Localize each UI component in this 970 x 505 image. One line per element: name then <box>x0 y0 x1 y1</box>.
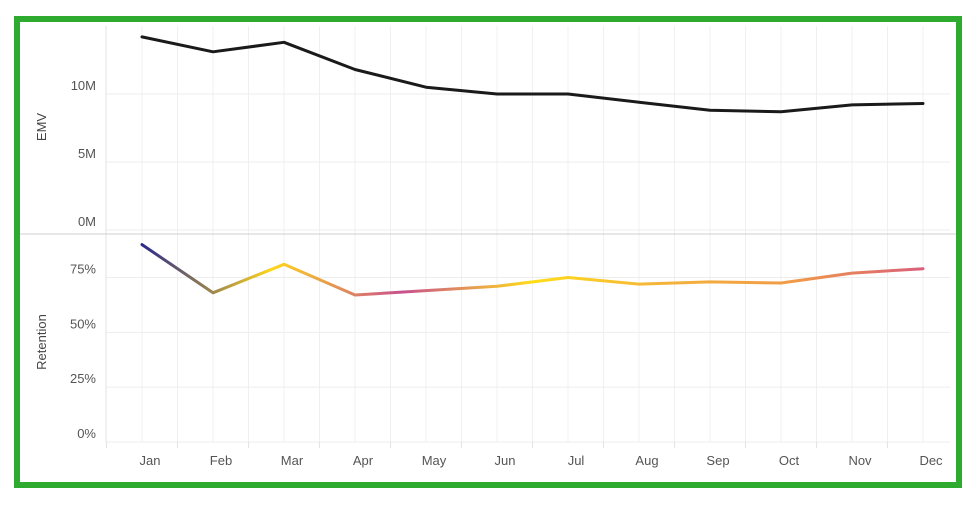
x-tick-label: Dec <box>919 453 943 468</box>
axes-layer <box>20 26 956 448</box>
x-tick-label: Mar <box>281 453 304 468</box>
retention-y-tick-label: 50% <box>70 316 96 331</box>
x-tick-label: Jan <box>140 453 161 468</box>
emv-axis-title: EMV <box>34 113 49 142</box>
emv-y-tick-label: 0M <box>78 214 96 229</box>
emv-y-tick-label: 10M <box>71 78 96 93</box>
x-tick-label: Oct <box>779 453 800 468</box>
chart-svg: 0M 5M 10M EMV 0% 25% 50% 75% Retention Jan Feb Mar A… <box>20 26 956 468</box>
x-tick-label: Jun <box>495 453 516 468</box>
x-tick-label: Nov <box>848 453 872 468</box>
x-tick-label: May <box>422 453 447 468</box>
retention-axis-title: Retention <box>34 314 49 370</box>
x-tick-label: Jul <box>568 453 585 468</box>
series-layer <box>140 35 925 297</box>
emv-series-line <box>140 35 925 114</box>
x-tick-label: Aug <box>635 453 658 468</box>
retention-y-tick-label: 75% <box>70 261 96 276</box>
x-tick-label: Feb <box>210 453 232 468</box>
label-layer: 0M 5M 10M EMV 0% 25% 50% 75% Retention Jan Feb Mar A… <box>34 78 943 468</box>
emv-y-tick-label: 5M <box>78 146 96 161</box>
chart-frame: 0M 5M 10M EMV 0% 25% 50% 75% Retention Jan Feb Mar A… <box>14 16 962 488</box>
x-tick-label: Sep <box>706 453 729 468</box>
retention-y-tick-label: 0% <box>77 426 96 441</box>
retention-y-tick-label: 25% <box>70 371 96 386</box>
x-tick-label: Apr <box>353 453 374 468</box>
retention-series-line <box>140 243 925 297</box>
